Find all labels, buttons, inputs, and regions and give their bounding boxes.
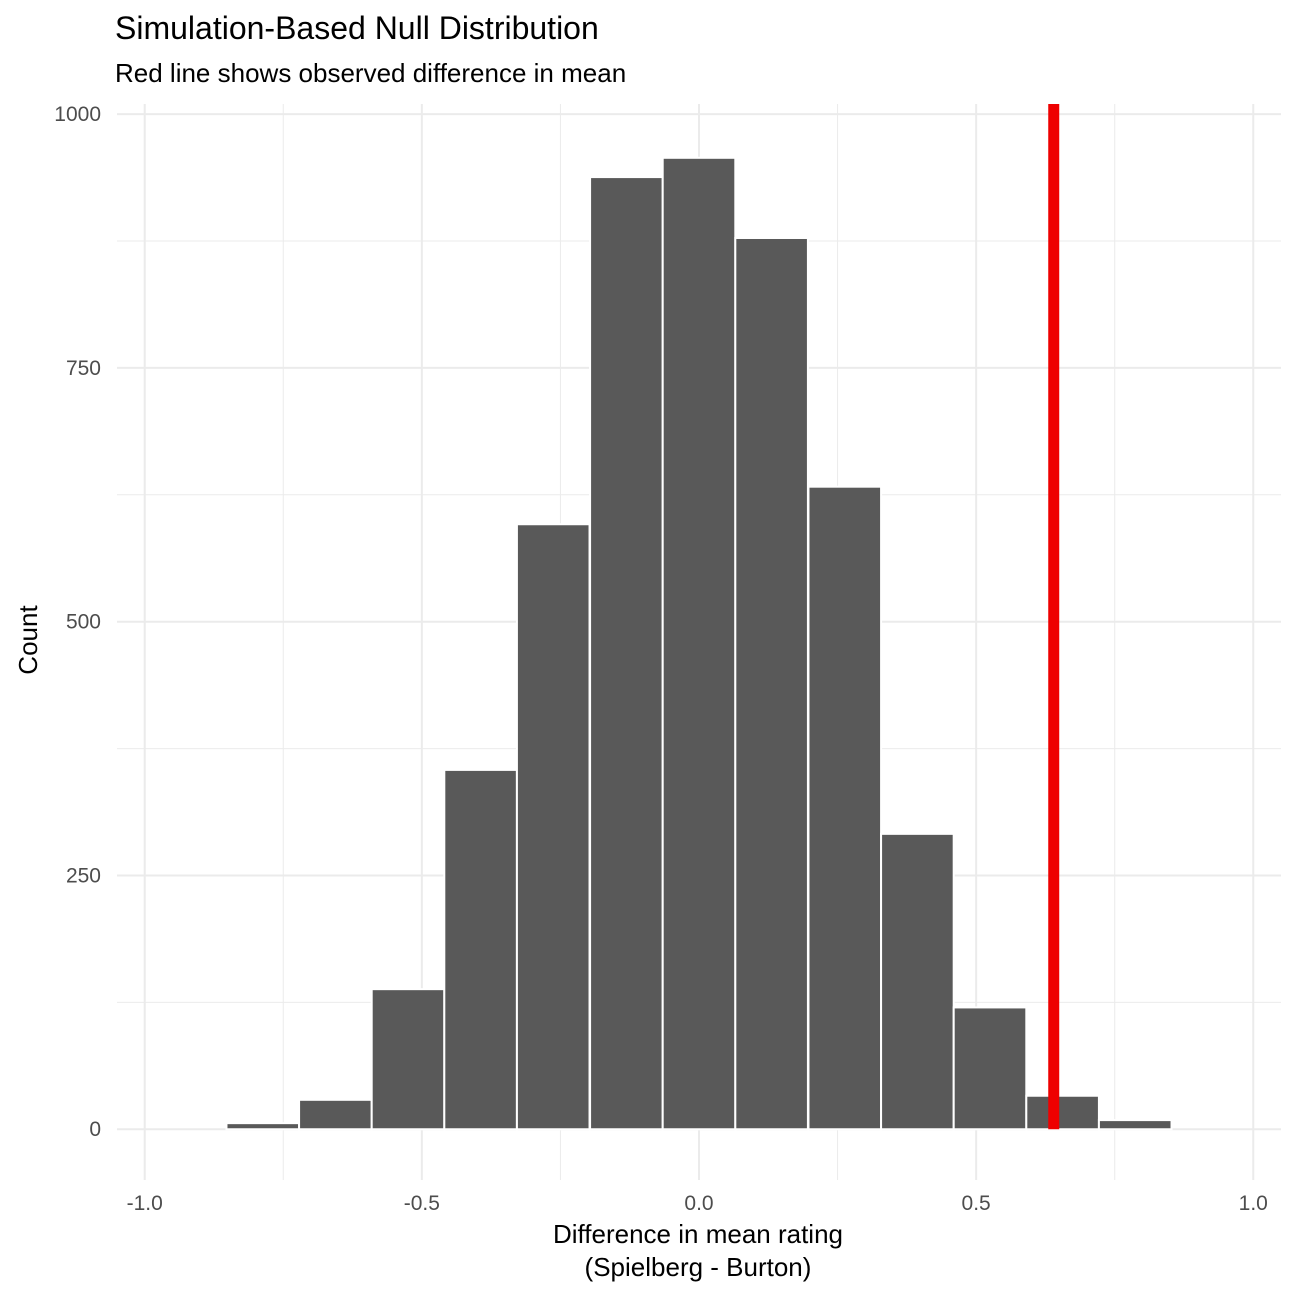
x-tick-labels: -1.0 -0.5 0.0 0.5 1.0	[127, 1192, 1268, 1215]
histogram-bar	[515, 523, 591, 1131]
y-tick-labels: 0 250 500 750 1000	[54, 103, 101, 1141]
chart-title: Simulation-Based Null Distribution	[115, 10, 599, 46]
histogram-bar	[370, 988, 446, 1131]
y-tick-label: 750	[66, 357, 101, 380]
y-tick-label: 0	[89, 1118, 101, 1141]
x-tick-label: -1.0	[127, 1192, 163, 1215]
histogram-bars	[225, 156, 1173, 1131]
x-tick-label: 0.0	[684, 1192, 713, 1215]
histogram-bar	[880, 832, 955, 1131]
x-tick-label: 1.0	[1239, 1192, 1268, 1215]
histogram-bar	[734, 236, 809, 1131]
y-tick-label: 1000	[54, 103, 101, 126]
y-tick-label: 250	[66, 864, 101, 887]
chart-subtitle: Red line shows observed difference in me…	[115, 58, 627, 88]
y-tick-label: 500	[66, 611, 101, 634]
histogram-bar	[1025, 1094, 1100, 1131]
x-axis-title-line2: (Spielberg - Burton)	[585, 1252, 812, 1282]
y-axis-title: Count	[13, 605, 43, 675]
histogram-bar	[952, 1006, 1028, 1131]
x-tick-label: 0.5	[962, 1192, 991, 1215]
histogram-bar	[807, 485, 883, 1131]
histogram-bar	[225, 1122, 301, 1131]
histogram-bar	[589, 176, 664, 1131]
histogram-bar	[298, 1098, 373, 1131]
histogram-bar	[661, 156, 737, 1131]
histogram-bar	[443, 768, 518, 1131]
histogram-bar	[1097, 1119, 1173, 1131]
x-axis-title: Difference in mean rating	[553, 1219, 843, 1249]
x-tick-label: -0.5	[404, 1192, 440, 1215]
